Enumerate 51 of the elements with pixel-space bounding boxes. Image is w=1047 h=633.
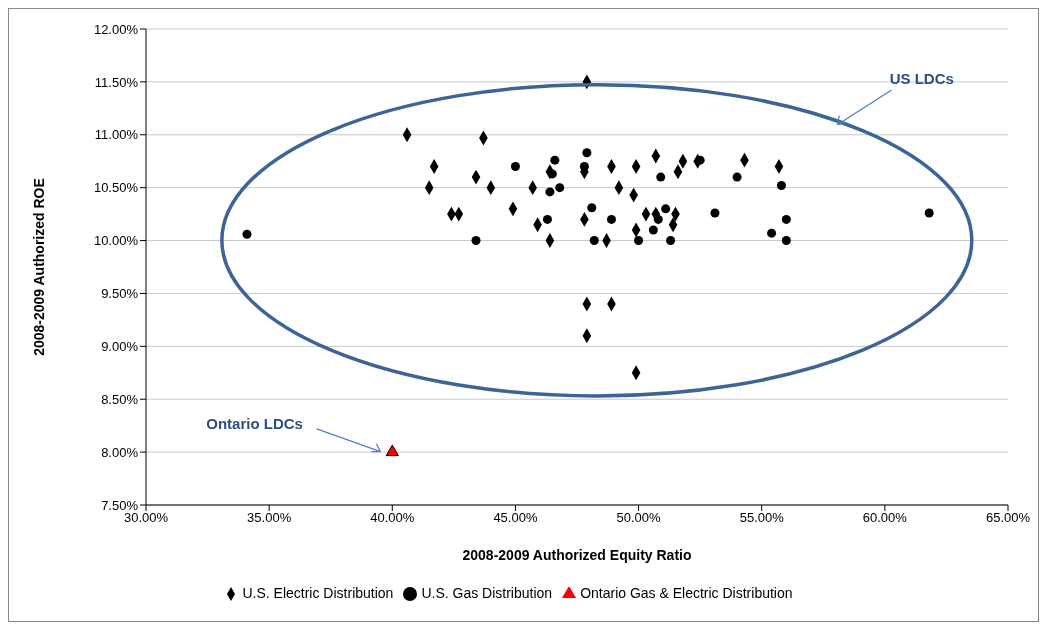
x-tick-label: 55.00%	[739, 510, 785, 526]
y-tick-label: 9.50%	[101, 286, 139, 302]
point	[653, 214, 663, 224]
point	[550, 155, 560, 165]
x-tick-label: 50.00%	[616, 510, 662, 526]
point	[781, 236, 791, 246]
annotation: Ontario LDCs	[206, 414, 303, 432]
y-tick-label: 11.00%	[94, 127, 139, 143]
point	[648, 225, 658, 235]
y-tick-label: 10.00%	[93, 233, 139, 249]
legend-label: U.S. Gas Distribution	[421, 585, 553, 601]
point	[542, 214, 552, 224]
legend-label: U.S. Electric Distribution	[242, 585, 394, 601]
point	[666, 236, 676, 246]
point	[661, 204, 671, 214]
point	[606, 214, 616, 224]
annotation: US LDCs	[889, 69, 954, 87]
x-axis-title: 2008-2009 Authorized Equity Ratio	[462, 547, 692, 563]
point	[776, 181, 786, 191]
x-tick-label: 60.00%	[862, 510, 908, 526]
point	[582, 148, 592, 158]
x-tick-label: 40.00%	[370, 510, 415, 526]
point	[767, 228, 777, 238]
point	[471, 236, 481, 246]
y-tick-label: 7.50%	[101, 497, 139, 513]
x-tick-label: 35.00%	[247, 510, 292, 526]
y-tick-label: 11.50%	[94, 74, 139, 90]
point	[555, 183, 565, 193]
point	[634, 236, 644, 246]
point	[924, 208, 934, 218]
point	[656, 172, 666, 182]
y-tick-label: 12.00%	[93, 21, 139, 37]
point	[242, 229, 252, 239]
point	[545, 187, 555, 197]
y-tick-label: 9.00%	[101, 338, 139, 354]
point	[547, 169, 557, 179]
y-tick-label: 8.50%	[101, 391, 139, 407]
x-tick-label: 30.00%	[123, 510, 169, 526]
x-tick-label: 65.00%	[985, 510, 1031, 526]
point	[710, 208, 720, 218]
legend-label: Ontario Gas & Electric Distribution	[580, 585, 793, 601]
y-tick-label: 8.00%	[101, 444, 139, 460]
x-tick-label: 45.00%	[493, 510, 538, 526]
point	[587, 203, 597, 213]
point	[510, 162, 520, 172]
point	[732, 172, 742, 182]
y-tick-label: 10.50%	[93, 180, 139, 196]
point	[781, 214, 791, 224]
y-axis-title: 2008-2009 Authorized ROE	[30, 178, 47, 356]
point	[589, 236, 599, 246]
point	[385, 444, 399, 457]
